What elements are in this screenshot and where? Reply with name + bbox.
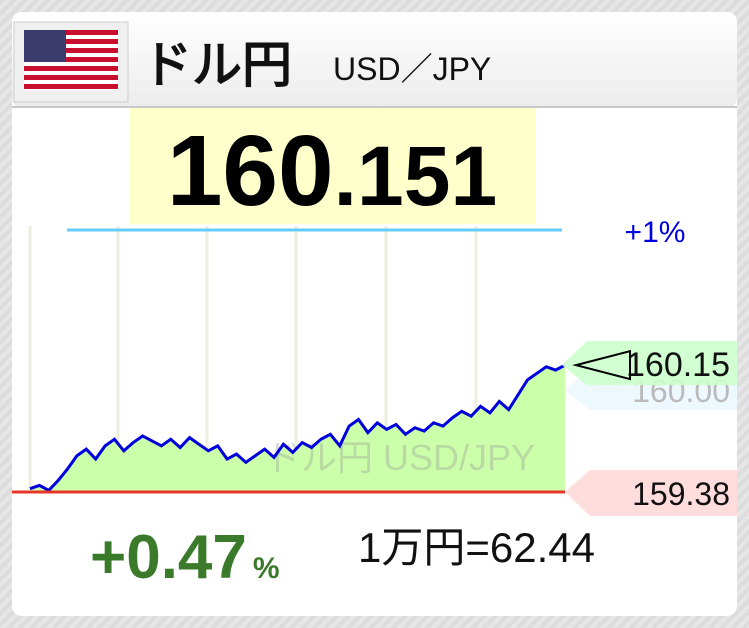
area <box>30 365 565 492</box>
band-label: +1% <box>625 216 686 249</box>
pair: USD／JPY <box>333 51 491 87</box>
current-arrow <box>572 349 631 381</box>
price-line <box>29 363 566 493</box>
price-integer: 160 <box>167 115 334 227</box>
price-box <box>130 108 536 224</box>
current-tag <box>562 341 737 386</box>
watermark: ドル円 USD/JPY <box>265 437 535 478</box>
change-unit: % <box>253 552 280 585</box>
price-decimal: .151 <box>334 129 498 223</box>
change-value: +0.47 <box>90 523 247 592</box>
low-tag <box>565 470 737 516</box>
current-label: 160.15 <box>626 346 730 384</box>
us-flag <box>13 21 129 103</box>
low-label: 159.38 <box>632 476 730 512</box>
price: 160.151 <box>167 115 497 227</box>
change: +0.47% <box>90 523 280 592</box>
header-bar <box>12 12 737 108</box>
conversion: 1万円=62.44 <box>358 524 595 571</box>
title: ドル円 <box>142 37 292 93</box>
